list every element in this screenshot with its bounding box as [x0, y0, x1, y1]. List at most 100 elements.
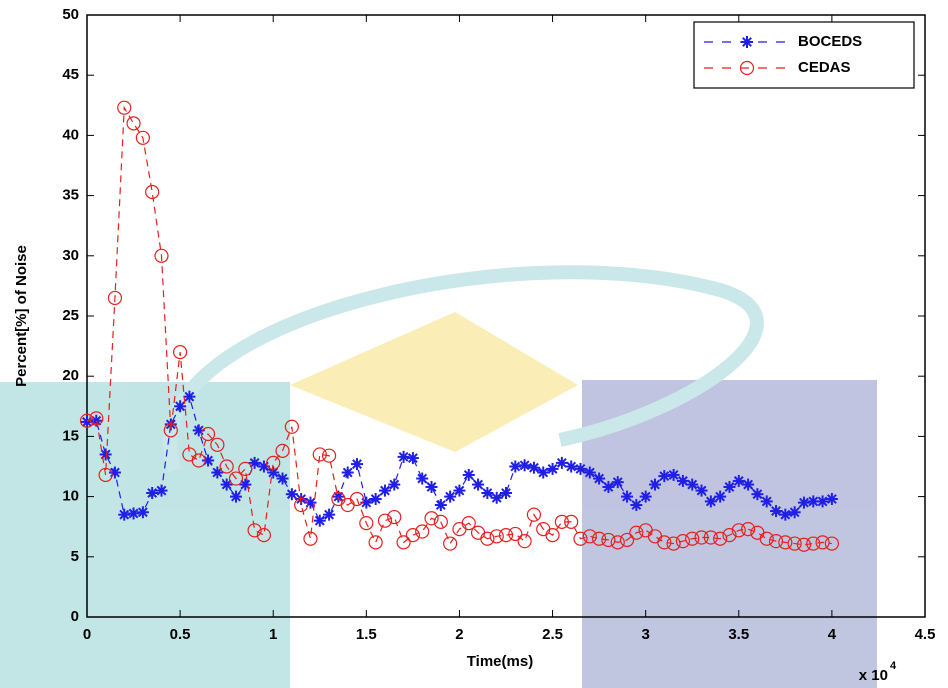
marker-stroke — [240, 479, 251, 490]
marker-circle — [247, 523, 262, 538]
marker-star — [453, 484, 466, 497]
marker-stroke — [268, 467, 279, 478]
marker-circle — [461, 515, 476, 531]
marker-star — [425, 480, 438, 493]
marker-circle — [489, 529, 504, 544]
marker-circle — [694, 530, 709, 545]
marker-stroke — [705, 496, 716, 507]
y-tick-label: 20 — [62, 367, 79, 384]
y-axis-label: Percent[%] of Noise — [13, 245, 30, 387]
marker-circle — [79, 413, 95, 428]
marker-circle — [359, 515, 374, 531]
marker-stroke — [221, 479, 232, 490]
x-tick-label: 3.5 — [728, 626, 749, 643]
marker-stroke — [212, 467, 223, 478]
marker-circle — [200, 426, 216, 442]
marker-stroke — [147, 488, 158, 498]
marker-circle — [796, 537, 812, 552]
marker-star — [676, 474, 689, 487]
marker-circle — [517, 534, 532, 549]
marker-star — [155, 484, 168, 497]
y-tick-label: 40 — [62, 126, 79, 143]
y-tick-label: 50 — [62, 6, 79, 23]
marker-circle — [303, 531, 318, 546]
legend-box — [693, 21, 915, 89]
marker-star — [472, 478, 485, 491]
marker-circle — [173, 345, 188, 360]
marker-star — [565, 460, 578, 473]
watermark-arc — [162, 265, 764, 473]
marker-stroke — [752, 489, 763, 500]
marker-circle — [657, 535, 672, 550]
marker-circle — [424, 511, 439, 526]
marker-star — [704, 495, 717, 508]
marker-stroke — [696, 485, 707, 496]
marker-circle — [713, 531, 728, 546]
marker-star — [741, 36, 753, 48]
marker-circle — [824, 536, 839, 551]
marker-circle — [368, 535, 383, 550]
marker-circle — [135, 130, 150, 145]
marker-star — [658, 470, 671, 483]
watermark-block — [582, 380, 877, 688]
marker-stroke — [631, 500, 642, 510]
marker-circle — [740, 522, 756, 537]
marker-star — [630, 499, 643, 512]
marker-circle — [480, 531, 495, 546]
marker-circle — [768, 534, 784, 549]
marker-stroke — [687, 479, 698, 490]
marker-circle — [294, 497, 309, 513]
marker-stroke — [370, 494, 381, 504]
marker-stroke — [389, 479, 400, 490]
marker-star — [639, 490, 652, 503]
marker-circle — [266, 455, 281, 470]
marker-star — [648, 478, 661, 491]
marker-star — [481, 486, 494, 499]
marker-stroke — [715, 491, 726, 502]
marker-circle — [629, 525, 644, 540]
marker-stroke — [333, 491, 344, 502]
marker-circle — [526, 507, 542, 522]
marker-circle — [573, 531, 588, 546]
marker-circle — [443, 536, 458, 551]
marker-stroke — [184, 391, 195, 402]
marker-stroke — [742, 37, 752, 47]
marker-star — [434, 499, 447, 512]
marker-circle — [256, 528, 272, 543]
marker-star — [239, 478, 252, 491]
marker-star — [267, 466, 280, 479]
marker-star — [760, 495, 773, 508]
marker-stroke — [156, 485, 167, 496]
marker-stroke — [491, 492, 502, 503]
marker-stroke — [193, 425, 204, 436]
marker-star — [276, 472, 289, 485]
marker-circle — [675, 534, 691, 549]
marker-circle — [619, 532, 635, 548]
y-tick-label: 0 — [71, 608, 79, 625]
marker-stroke — [407, 453, 418, 463]
marker-circle — [377, 513, 393, 528]
marker-star — [211, 466, 224, 479]
marker-star — [732, 474, 745, 487]
watermark-block — [0, 382, 290, 688]
y-tick-label: 10 — [62, 488, 79, 505]
marker-stroke — [454, 485, 465, 496]
marker-star — [583, 466, 596, 479]
marker-circle — [284, 419, 299, 434]
marker-stroke — [678, 476, 688, 486]
marker-circle — [126, 116, 141, 131]
marker-star — [285, 488, 298, 501]
marker-star — [686, 478, 699, 491]
marker-star — [416, 472, 429, 485]
y-tick-label: 45 — [62, 66, 79, 83]
marker-stroke — [501, 488, 511, 498]
marker-circle — [778, 535, 793, 550]
marker-circle — [545, 528, 560, 543]
marker-circle — [228, 471, 244, 486]
x-tick-label: 4 — [828, 626, 837, 643]
marker-circle — [564, 514, 579, 529]
marker-stroke — [231, 491, 241, 502]
plot-area — [79, 100, 839, 552]
marker-star — [248, 456, 261, 469]
marker-stroke — [352, 459, 362, 469]
